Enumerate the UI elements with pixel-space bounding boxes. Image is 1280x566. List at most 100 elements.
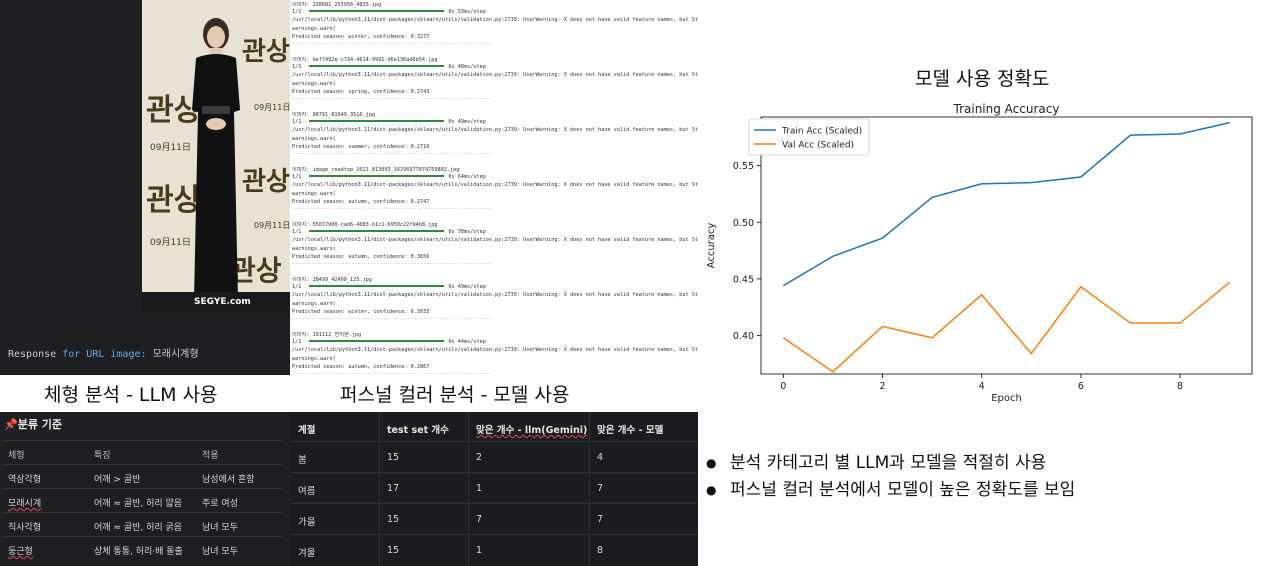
body-cell: 남녀 모두 <box>202 547 238 557</box>
log-warning-call-line: warnings.warn( <box>292 190 336 197</box>
log-progress-line: 1/1 0s 49ms/step <box>292 119 698 126</box>
log-step: 1/1 <box>292 63 302 70</box>
table-row: 가을 15 7 7 <box>290 504 698 535</box>
log-warning-call-line: warnings.warn( <box>292 25 336 32</box>
plot-frame <box>760 116 1253 375</box>
photo-watermark: SEGYE.com <box>194 297 251 307</box>
body-table-header-row: 체형 특징 적용 <box>2 440 282 464</box>
body-header-apply: 적용 <box>202 451 219 461</box>
log-step: 1/1 <box>292 8 302 15</box>
log-separator-line: ----------------------------------------… <box>292 40 492 47</box>
pc-cell: 가을 <box>298 517 316 528</box>
y-axis-label: Accuracy <box>706 223 717 269</box>
log-timing: 0s 64ms/step <box>448 173 486 180</box>
log-progress-line: 1/1 0s 78ms/step <box>292 229 698 236</box>
pc-cell: 겨울 <box>298 548 316 559</box>
log-prediction-line: Predicted season: winter, confidence: 0.… <box>292 308 430 315</box>
progress-bar <box>309 175 445 178</box>
table-row: 직사각형 어깨 ≈ 골반, 허리 굵음 남녀 모두 <box>2 512 282 536</box>
poster-title-4: 관상 <box>242 37 290 67</box>
log-warning-line: /usr/local/lib/python3.11/dist-packages/… <box>292 291 698 298</box>
table-row: 모래시계 어깨 ≈ 골반, 허리 얇음 주로 여성 <box>2 488 282 512</box>
legend-entry: Val Acc (Scaled) <box>782 141 854 151</box>
x-tick-label: 8 <box>1177 381 1183 392</box>
table-row: 봄 15 2 4 <box>290 442 698 473</box>
log-separator-line: ----------------------------------------… <box>292 95 492 102</box>
series-line-train <box>782 121 1230 287</box>
log-timing: 0s 78ms/step <box>448 228 486 235</box>
log-prediction-line: Predicted season: autumn, confidence: 0.… <box>292 253 430 260</box>
pc-cell: 17 <box>387 483 400 494</box>
progress-bar <box>309 65 445 68</box>
log-image-line: 이미지: 28499_42400_125.jpg <box>292 277 372 283</box>
pc-cell: 1 <box>476 545 483 556</box>
log-separator-line: ----------------------------------------… <box>292 370 492 375</box>
log-separator-line: ----------------------------------------… <box>292 315 492 322</box>
pc-header-llm: 맞은 개수 - llm(Gemini) <box>476 425 588 436</box>
pc-cell: 여름 <box>298 486 316 497</box>
pc-cell: 1 <box>476 483 483 494</box>
poster-date-2: 09月11日 <box>150 237 191 248</box>
log-progress-line: 1/1 0s 53ms/step <box>292 9 698 16</box>
progress-bar <box>309 10 445 13</box>
body-cell: 어깨 ≈ 골반, 허리 굵음 <box>94 523 183 533</box>
x-tick-label: 4 <box>979 381 985 392</box>
column-divider <box>379 412 380 566</box>
summary-bullets: 분석 카테고리 별 LLM과 모델을 적절히 사용 퍼스널 컬러 분석에서 모델… <box>706 450 1276 504</box>
body-header-feature: 특징 <box>94 451 111 461</box>
log-warning-line: /usr/local/lib/python3.11/dist-packages/… <box>292 236 698 243</box>
response-for-keyword: for <box>62 349 81 360</box>
body-cell: 역삼각형 <box>8 475 42 485</box>
table-row: 둥근형 상체 통통, 허리·배 돌출 남녀 모두 <box>2 536 282 560</box>
log-image-line: 이미지: 55017900-cad6-4083-b1c1-6950c22f94b… <box>292 222 438 228</box>
log-step: 1/1 <box>292 118 302 125</box>
log-warning-call-line: warnings.warn( <box>292 300 336 307</box>
log-separator-line: ----------------------------------------… <box>292 150 492 157</box>
body-type-table: 📌분류 기준 체형 특징 적용 역삼각형 어깨 > 골반 남성에서 흔함 모래시… <box>0 412 290 566</box>
legend-entry: Train Acc (Scaled) <box>781 127 862 137</box>
body-cell: 어깨 ≈ 골반, 허리 얇음 <box>94 499 183 509</box>
body-cell: 어깨 > 골반 <box>94 475 141 485</box>
log-prediction-line: Predicted season: autumn, confidence: 0.… <box>292 363 430 370</box>
log-timing: 0s 49ms/step <box>448 283 486 290</box>
chart-title: Training Accuracy <box>953 102 1060 116</box>
body-cell: 모래시계 <box>8 499 42 509</box>
progress-bar <box>309 120 445 123</box>
pin-icon: 📌 <box>4 418 18 431</box>
pc-cell: 7 <box>597 514 604 525</box>
log-prediction-line: Predicted season: autumn, confidence: 0.… <box>292 198 430 205</box>
pc-header-testset: test set 개수 <box>387 425 449 436</box>
table-row: 겨울 15 1 8 <box>290 535 698 566</box>
log-step: 1/1 <box>292 283 302 290</box>
log-step: 1/1 <box>292 173 302 180</box>
response-value: 모래시계형 <box>152 349 199 360</box>
y-tick-label: 0.50 <box>733 218 754 229</box>
log-warning-line: /usr/local/lib/python3.11/dist-packages/… <box>292 71 698 78</box>
body-cell: 상체 통통, 허리·배 돌출 <box>94 547 183 557</box>
y-tick-label: 0.45 <box>733 274 754 285</box>
pc-cell: 7 <box>597 483 604 494</box>
log-warning-line: /usr/local/lib/python3.11/dist-packages/… <box>292 126 698 133</box>
pc-header-season: 계절 <box>298 425 316 436</box>
bullet-item: 퍼스널 컬러 분석에서 모델이 높은 정확도를 보임 <box>706 477 1276 504</box>
log-warning-call-line: warnings.warn( <box>292 355 336 362</box>
column-divider <box>468 412 469 566</box>
body-cell: 남녀 모두 <box>202 523 238 533</box>
table-row: 여름 17 1 7 <box>290 473 698 504</box>
log-progress-line: 1/1 0s 44ms/step <box>292 339 698 346</box>
response-url-image-keyword: URL image: <box>86 349 147 360</box>
pc-cell: 8 <box>597 545 604 556</box>
log-warning-call-line: warnings.warn( <box>292 135 336 142</box>
portrait-illustration: 관상 관상 관상 관상 관상 09月11日 09月11日 09月11日 09月1… <box>142 0 290 312</box>
poster-date-1: 09月11日 <box>150 142 191 153</box>
log-warning-line: /usr/local/lib/python3.11/dist-packages/… <box>292 16 698 23</box>
log-block: 이미지: 191112_전지현.jpg 1/1 0s 44ms/step/usr/l… <box>292 332 698 375</box>
log-progress-line: 1/1 0s 49ms/step <box>292 284 698 291</box>
log-image-line: 이미지: 88791_81049_3516.jpg <box>292 112 376 118</box>
x-tick-label: 6 <box>1078 381 1084 392</box>
pc-cell: 15 <box>387 545 400 556</box>
body-cell: 둥근형 <box>8 547 33 557</box>
log-timing: 0s 48ms/step <box>448 63 486 70</box>
pc-cell: 2 <box>476 452 483 463</box>
